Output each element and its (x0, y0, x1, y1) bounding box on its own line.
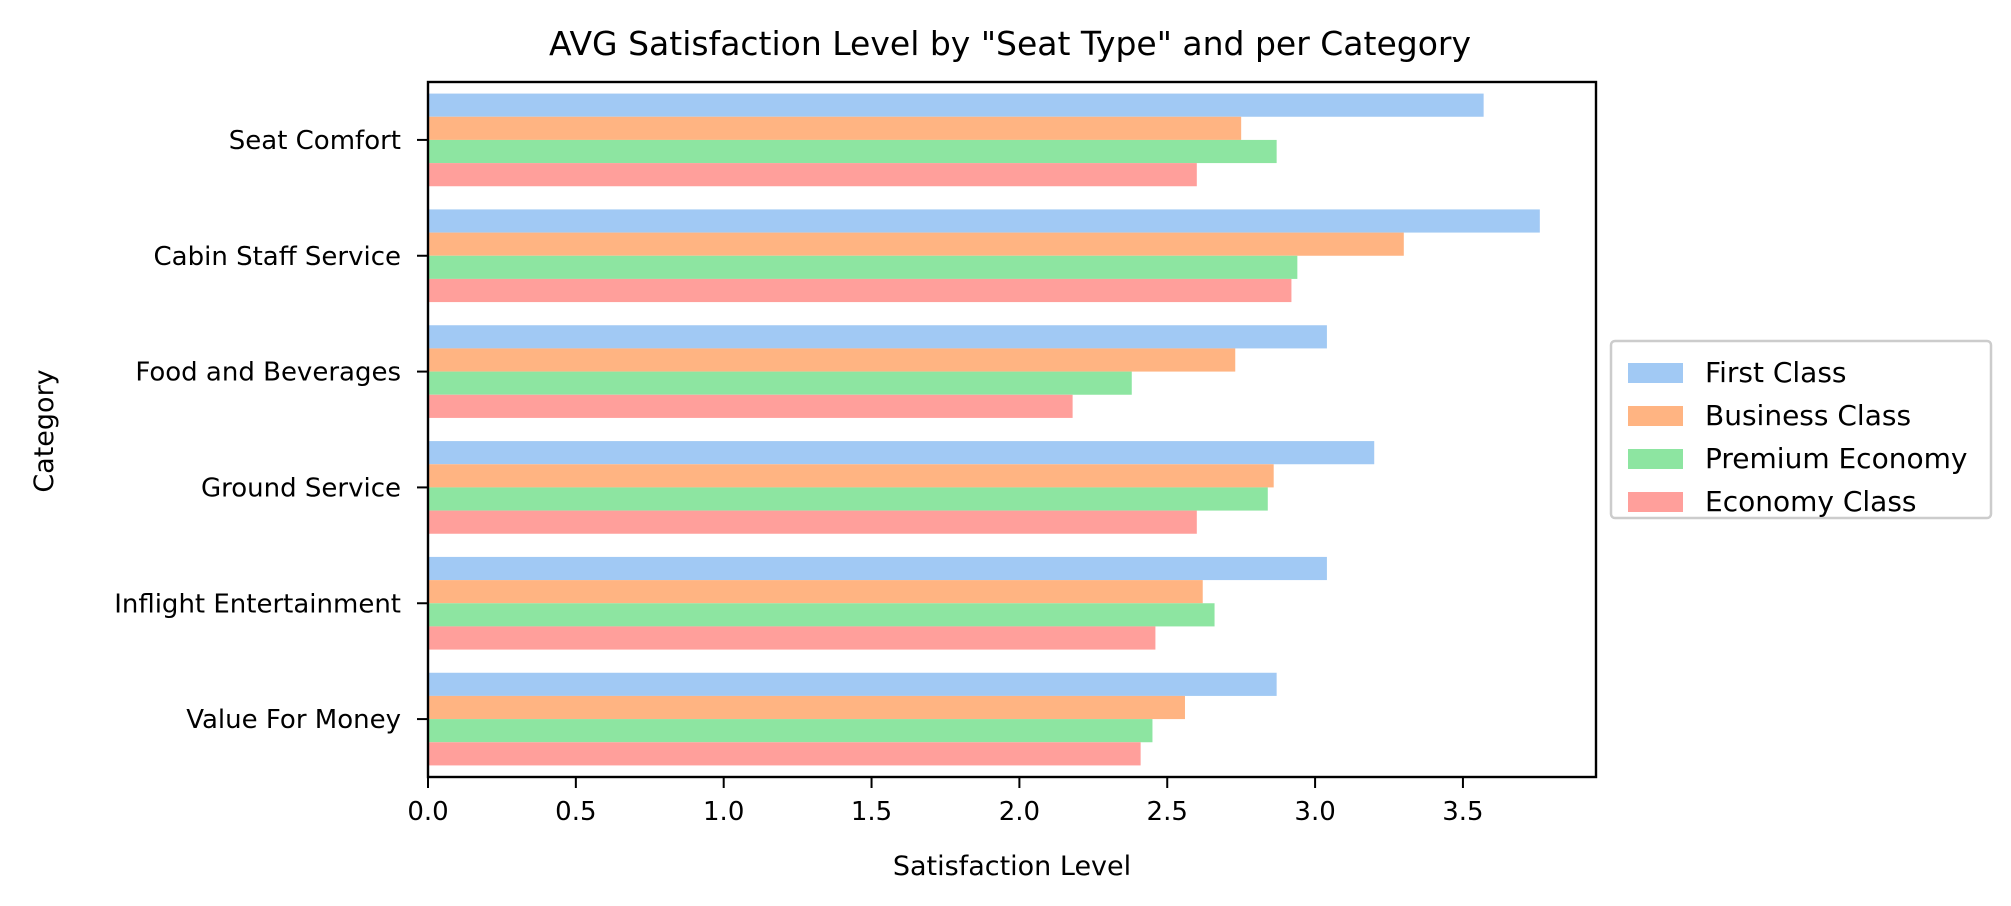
bar (428, 139, 1277, 164)
bar (428, 464, 1274, 488)
y-tick-label: Seat Comfort (229, 126, 401, 156)
bar (428, 209, 1540, 233)
legend: First Class Business Class Premium Economy… (1609, 339, 1993, 520)
bar (428, 742, 1141, 766)
plot-frame (426, 80, 1598, 779)
bar (428, 556, 1327, 581)
x-tick-label: 3.0 (1294, 797, 1335, 827)
x-tick-label: 3.5 (1442, 797, 1483, 827)
legend-label: First Class (1705, 356, 1847, 389)
x-tick-label: 0.0 (407, 797, 448, 827)
bar (428, 580, 1203, 604)
y-tick-label: Ground Service (201, 473, 401, 503)
bar (428, 278, 1292, 303)
bar (428, 441, 1375, 465)
bar (428, 695, 1185, 720)
y-tick-label: Cabin Staff Service (154, 242, 401, 272)
legend-swatch (1628, 406, 1683, 426)
y-tick-label: Food and Beverages (135, 358, 401, 388)
bar (428, 672, 1277, 696)
bar (428, 371, 1132, 395)
x-axis-label: Satisfaction Level (893, 851, 1131, 882)
y-tick-label: Inflight Entertainment (114, 589, 401, 619)
bar (428, 487, 1268, 511)
bar (428, 116, 1242, 140)
legend-label: Business Class (1705, 399, 1911, 432)
bar (428, 232, 1404, 256)
legend-swatch (1628, 492, 1683, 512)
legend-frame (1609, 339, 1993, 520)
bar (428, 163, 1197, 187)
bar (428, 348, 1236, 372)
y-axis-ticks: Seat Comfort Cabin Staff Service Food and … (114, 126, 428, 735)
y-tick-label: Value For Money (186, 705, 401, 735)
bar (428, 394, 1073, 418)
y-axis-label: Category (29, 369, 60, 492)
bar (428, 603, 1215, 627)
legend-label: Economy Class (1705, 485, 1917, 518)
x-tick-label: 0.5 (555, 797, 596, 827)
x-tick-label: 1.0 (703, 797, 744, 827)
x-tick-label: 2.5 (1147, 797, 1188, 827)
bar (428, 719, 1153, 743)
x-axis-ticks: 0.0 0.5 1.0 1.5 2.0 2.5 3.0 3.5 (407, 777, 1484, 827)
legend-swatch (1628, 449, 1683, 469)
bar (428, 510, 1197, 534)
bar (428, 93, 1484, 117)
x-tick-label: 1.5 (851, 797, 892, 827)
x-tick-label: 2.0 (999, 797, 1040, 827)
chart-title: AVG Satisfaction Level by "Seat Type" an… (549, 24, 1471, 63)
legend-swatch (1628, 363, 1683, 383)
bar (428, 626, 1156, 650)
bar (428, 255, 1298, 279)
bars-group (428, 93, 1540, 766)
legend-label: Premium Economy (1705, 442, 1967, 475)
legend-items: First Class Business Class Premium Economy… (1628, 356, 1967, 518)
bar (428, 325, 1327, 349)
